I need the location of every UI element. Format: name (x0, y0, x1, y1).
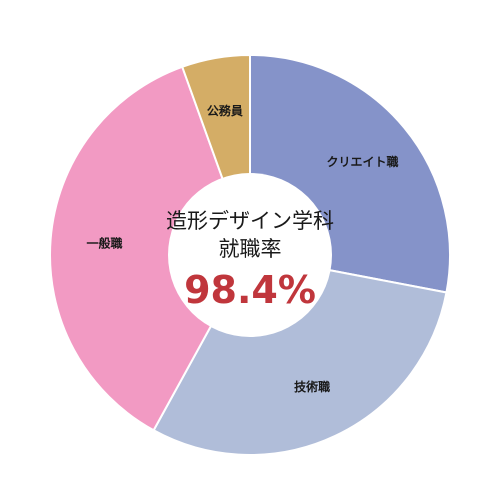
center-title-line-2: 就職率 (219, 237, 282, 261)
center-employment-rate: 98.4% (184, 268, 316, 312)
slice-label-public-servant: 公務員 (207, 103, 243, 118)
slice-label-create: クリエイト職 (326, 154, 398, 169)
slice-label-general: 一般職 (86, 236, 122, 251)
center-title-line-1: 造形デザイン学科 (166, 209, 334, 233)
slice-label-technical: 技術職 (294, 379, 330, 394)
donut-hole (168, 173, 332, 337)
slice-general (49, 65, 252, 432)
